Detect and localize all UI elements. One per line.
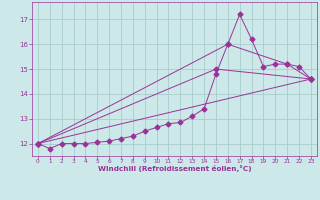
X-axis label: Windchill (Refroidissement éolien,°C): Windchill (Refroidissement éolien,°C): [98, 165, 251, 172]
